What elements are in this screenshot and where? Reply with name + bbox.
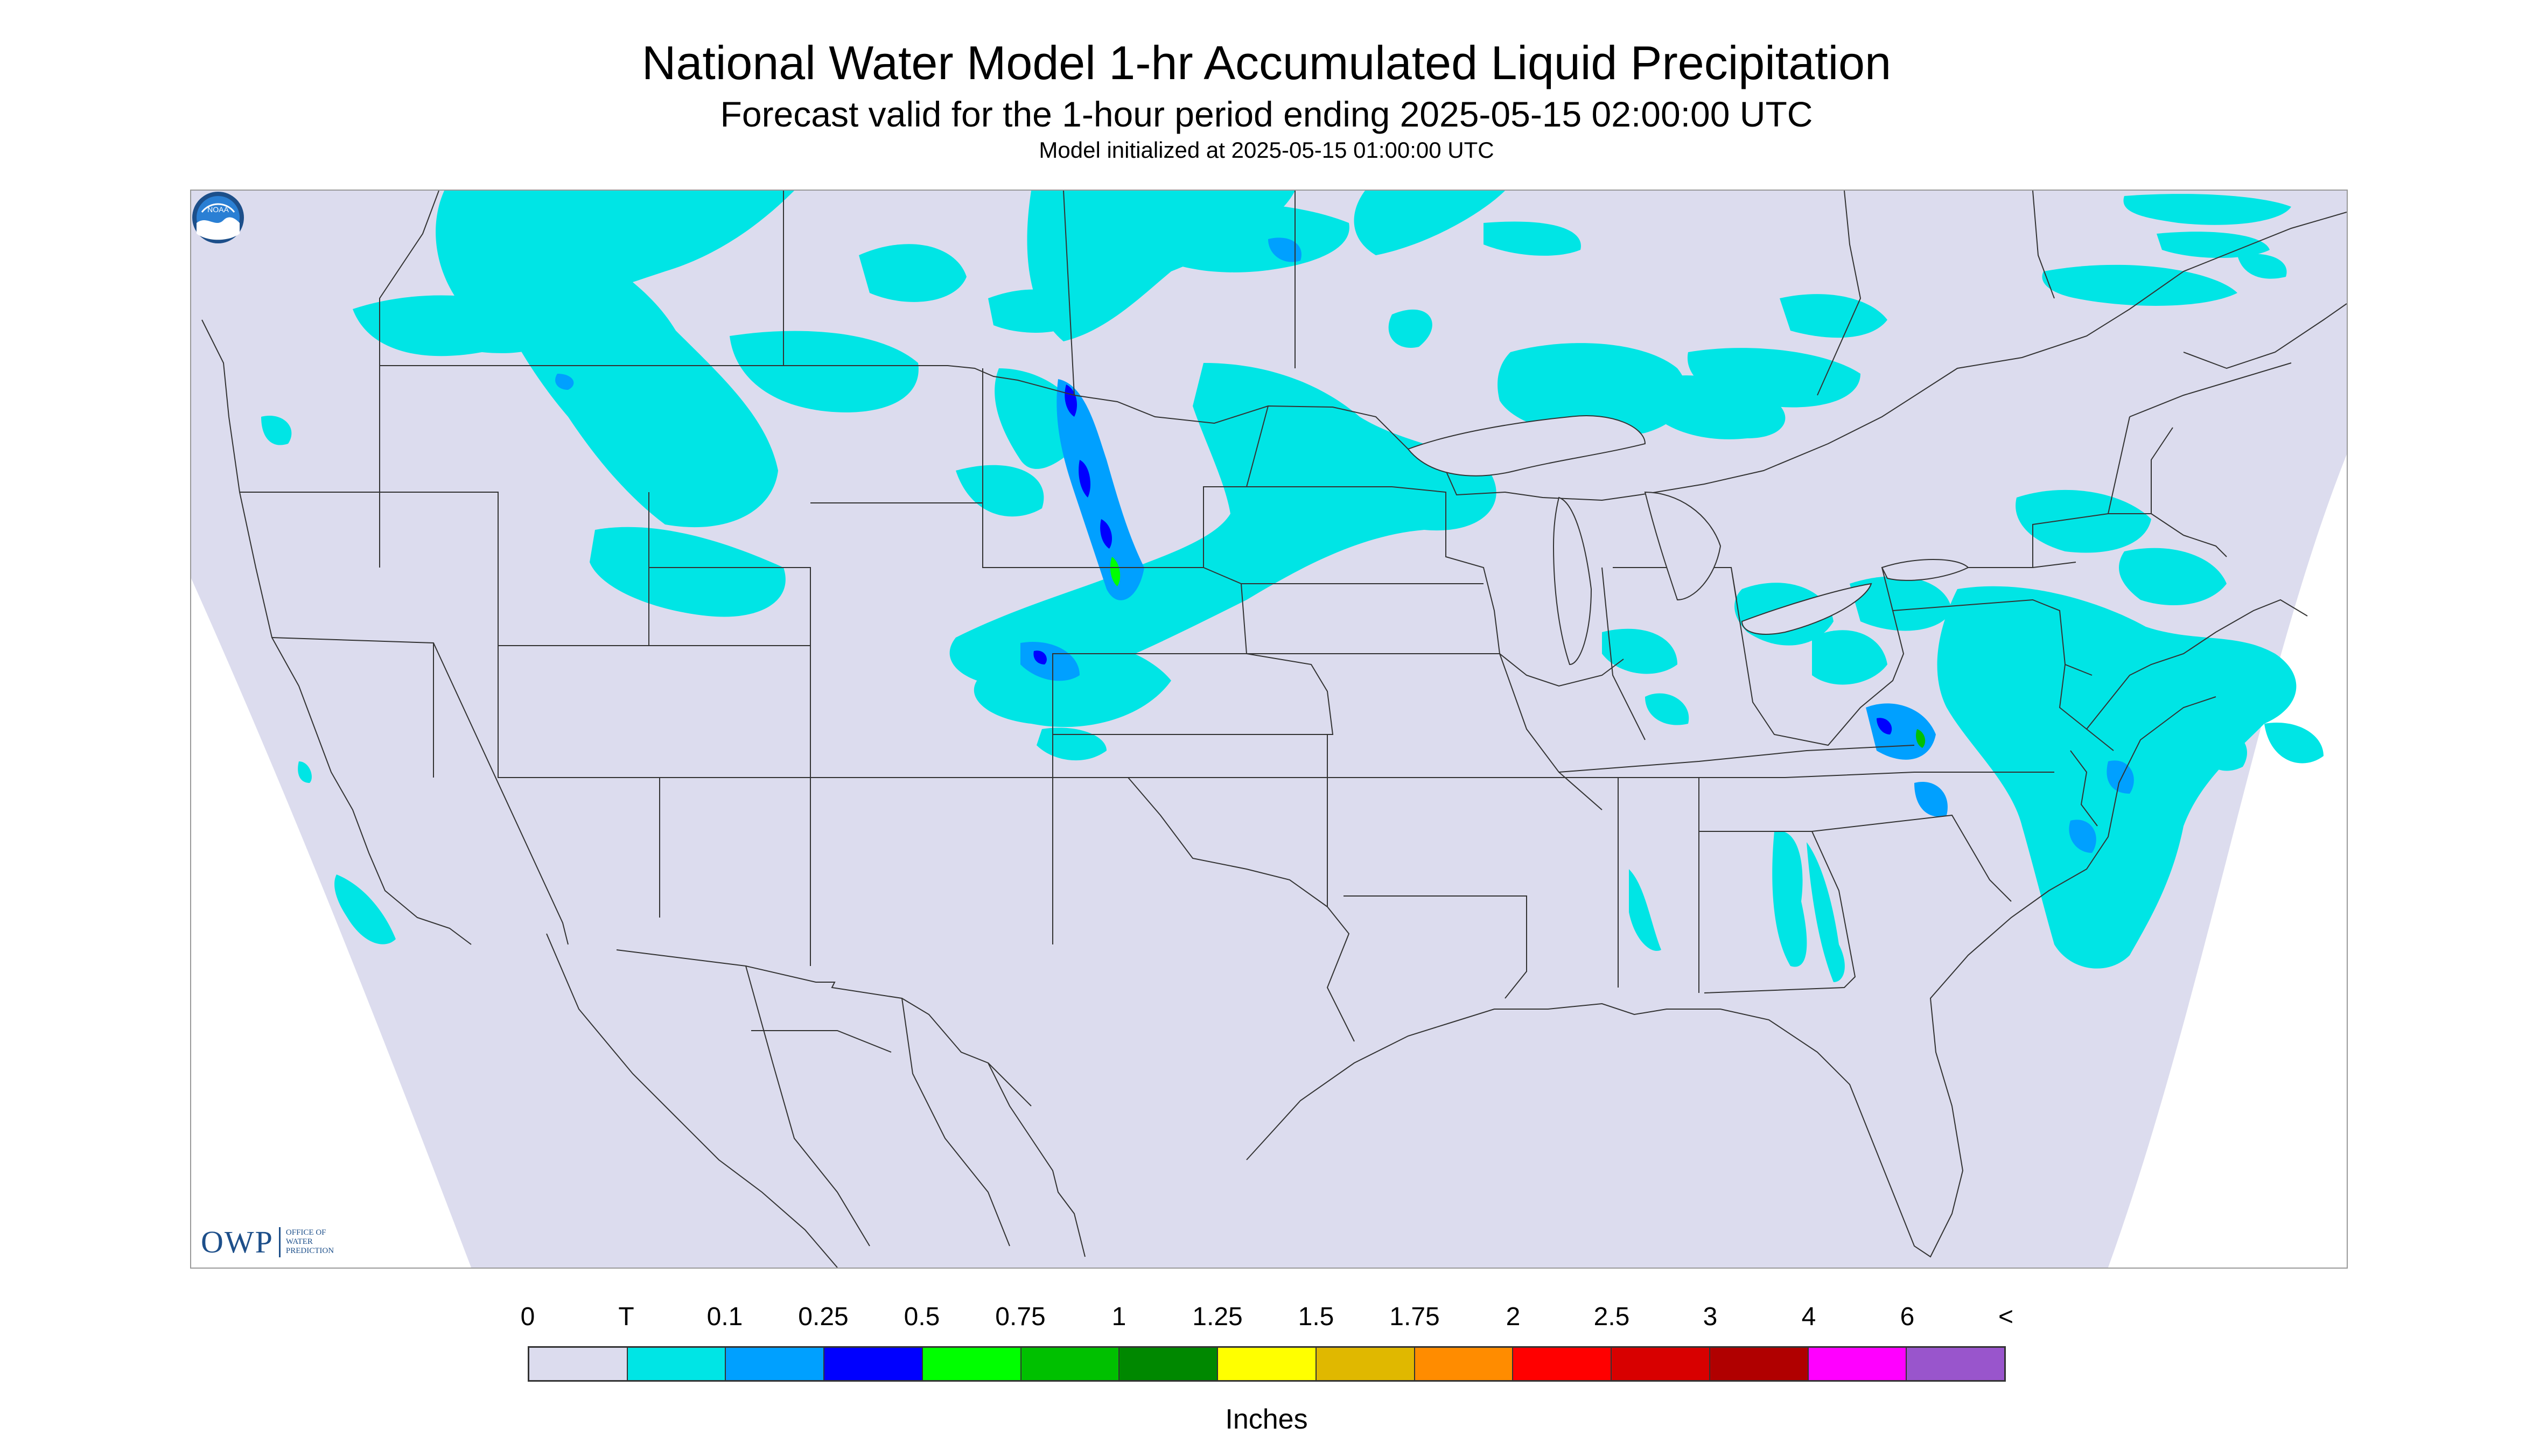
lake-superior <box>1407 415 1646 477</box>
state-lines-west <box>240 366 1053 966</box>
legend-tick-labels: 0 T 0.1 0.25 0.5 0.75 1 1.25 1.5 1.75 2 2.5 3 4 6 < <box>521 1302 2013 1334</box>
precipitation-map: OWP Office of Water Prediction NOAA <box>190 190 2348 1269</box>
map-subtitle: Forecast valid for the 1-hour period end… <box>720 94 1813 134</box>
precip-0-1 <box>555 237 2134 853</box>
legend-tick-label: 0 <box>520 1303 535 1331</box>
legend-swatch <box>1710 1348 1809 1380</box>
legend-tick-label: 2.5 <box>1593 1303 1630 1331</box>
legend-tick-label: 1 <box>1111 1303 1126 1331</box>
legend-tick-label: 0.1 <box>706 1303 743 1331</box>
gulf-coast <box>1246 696 2216 1258</box>
lake-ontario <box>1881 559 1969 581</box>
legend-tick-label: 0.25 <box>798 1303 849 1331</box>
noaa-logo-icon: NOAA <box>192 192 244 243</box>
legend-swatch <box>1808 1348 1907 1380</box>
noaa-logo-text: NOAA <box>207 205 229 214</box>
owp-logo-mark: OWP <box>201 1224 274 1259</box>
precip-0-5 <box>1110 557 1926 748</box>
precip-0-25 <box>1033 384 1892 734</box>
state-lines-south <box>1527 745 2054 993</box>
legend-swatch <box>1119 1348 1219 1380</box>
precipitation-legend <box>528 1346 2006 1382</box>
legend-tick-label: 2 <box>1506 1303 1521 1331</box>
legend-tick-label: 3 <box>1703 1303 1718 1331</box>
legend-swatch <box>1612 1348 1710 1380</box>
mexico-boundaries <box>546 933 1032 1268</box>
legend-swatch <box>1907 1348 2005 1380</box>
owp-logo-text: Office of Water Prediction <box>285 1228 334 1255</box>
canada-boundaries <box>379 191 2347 417</box>
legend-tick-label: 0.75 <box>995 1303 1046 1331</box>
legend-tick-label: 1.5 <box>1298 1303 1334 1331</box>
map-title: National Water Model 1-hr Accumulated Li… <box>641 36 1892 89</box>
legend-swatch <box>1513 1348 1612 1380</box>
map-canvas <box>191 191 2347 1268</box>
great-lakes <box>1407 415 1969 666</box>
pacific-coast <box>201 319 472 945</box>
owp-logo: OWP Office of Water Prediction <box>201 1224 351 1260</box>
owp-logo-divider <box>278 1227 281 1257</box>
legend-swatch <box>1316 1348 1415 1380</box>
lake-huron <box>1644 491 1722 601</box>
legend-swatch <box>529 1348 628 1380</box>
legend-swatch <box>726 1348 825 1380</box>
legend-tick-label: 1.25 <box>1192 1303 1243 1331</box>
lake-michigan <box>1552 496 1592 666</box>
legend-swatch <box>1218 1348 1317 1380</box>
legend-tick-label: < <box>1998 1303 2014 1331</box>
model-init-line: Model initialized at 2025-05-15 01:00:00… <box>1039 137 1494 163</box>
legend-tick-label: 0.5 <box>904 1303 940 1331</box>
state-lines-midwest <box>1203 486 1905 810</box>
legend-swatch <box>1021 1348 1120 1380</box>
legend-swatch <box>824 1348 923 1380</box>
legend-tick-label: 6 <box>1900 1303 1915 1331</box>
us-mexico-border <box>616 949 1086 1257</box>
legend-swatch <box>627 1348 726 1380</box>
east-coast <box>2070 599 2308 827</box>
legend-tick-label: 4 <box>1801 1303 1816 1331</box>
legend-swatch <box>922 1348 1021 1380</box>
legend-units: Inches <box>1225 1404 1308 1435</box>
legend-swatch <box>1415 1348 1514 1380</box>
state-lines-northeast <box>1882 416 2227 751</box>
lake-erie <box>1741 583 1872 635</box>
legend-tick-label: 1.75 <box>1389 1303 1440 1331</box>
legend-tick-label: T <box>618 1303 634 1331</box>
